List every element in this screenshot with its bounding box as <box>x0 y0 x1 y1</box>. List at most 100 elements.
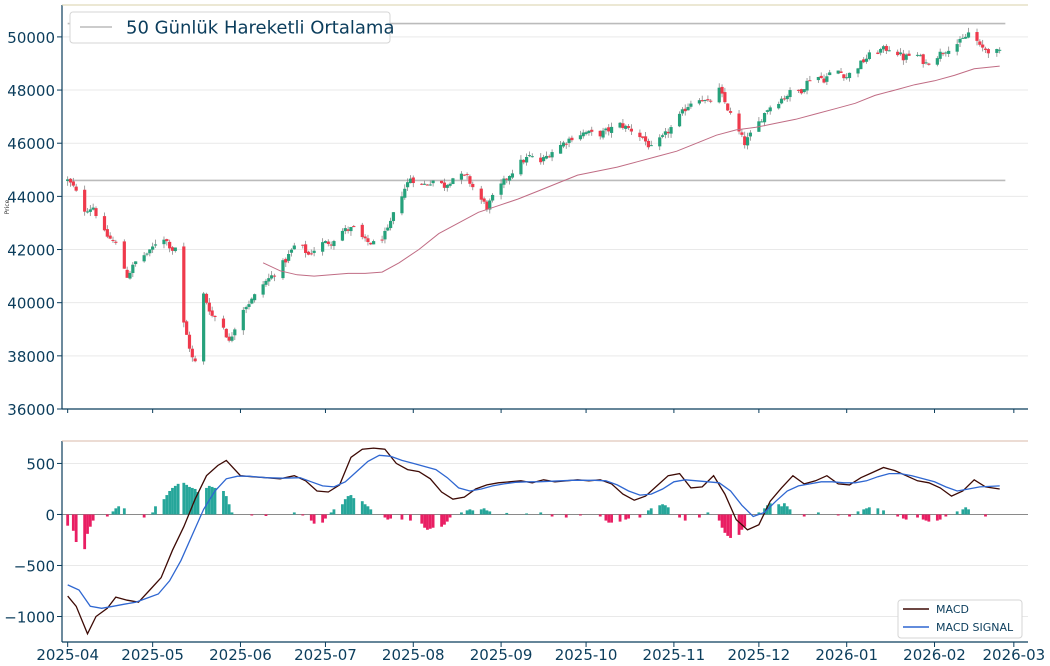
candle-up <box>584 132 588 135</box>
candle-up <box>802 89 806 93</box>
candle-down <box>720 86 724 94</box>
histogram-bar-positive <box>465 510 469 515</box>
histogram-bar-negative <box>638 514 642 518</box>
candle-up <box>686 107 690 111</box>
candle-down <box>941 53 945 55</box>
candle-down <box>641 136 645 138</box>
histogram-bar-positive <box>882 510 885 515</box>
candle-up <box>499 183 503 195</box>
histogram-bar-positive <box>343 499 347 515</box>
macd-legend: MACD MACD SIGNAL <box>897 599 1023 639</box>
histogram-bar-negative <box>423 514 427 528</box>
candle-down <box>862 59 866 63</box>
candle-up <box>349 227 353 232</box>
candle-down <box>468 176 472 184</box>
candle-up <box>561 142 566 147</box>
legend-macd-label: MACD <box>936 603 969 616</box>
candle-up <box>924 62 928 64</box>
candle-down <box>700 100 704 102</box>
candle-down <box>485 201 489 210</box>
candle-up <box>867 52 871 60</box>
candle-down <box>360 224 364 238</box>
candle-up <box>323 241 328 244</box>
candle-down <box>471 183 475 188</box>
histogram-bar-negative <box>938 514 942 520</box>
histogram-bar-positive <box>964 507 968 515</box>
candle-up <box>541 157 546 162</box>
histogram-bar-negative <box>984 514 987 517</box>
candle-down <box>983 48 988 50</box>
candle-up <box>91 207 95 210</box>
candle-up <box>587 130 591 134</box>
histogram-bar-positive <box>122 508 126 515</box>
histogram-bar-negative <box>618 514 622 522</box>
x-tick-label: 2026-02 <box>903 646 966 664</box>
candle-up <box>955 44 959 52</box>
candle-up <box>828 72 832 76</box>
price-y-tick-label: 48000 <box>7 82 55 100</box>
candle-down <box>304 244 308 253</box>
candle-up <box>995 49 999 53</box>
histogram-bar-positive <box>332 509 336 515</box>
candle-down <box>706 99 710 101</box>
candle-down <box>68 178 73 183</box>
candle-down <box>740 132 744 135</box>
histogram-bar-negative <box>729 514 732 538</box>
candle-down <box>683 108 687 112</box>
histogram-bar-positive <box>329 512 333 515</box>
histogram-bar-negative <box>927 514 931 522</box>
histogram-bar-positive <box>363 504 367 515</box>
candle-down <box>921 54 925 65</box>
candle-up <box>544 155 549 159</box>
candle-down <box>626 126 631 128</box>
histogram-bar-positive <box>876 508 880 515</box>
price-y-tick-label: 50000 <box>7 29 55 47</box>
histogram-bar-positive <box>173 485 177 515</box>
candle-up <box>241 309 245 331</box>
candle-up <box>609 126 614 133</box>
histogram-bar-negative <box>901 514 905 519</box>
candle-down <box>272 275 277 277</box>
histogram-bar-negative <box>935 514 939 521</box>
candle-up <box>624 125 628 129</box>
candle-down <box>182 246 186 323</box>
histogram-bar-negative <box>426 514 429 530</box>
candle-down <box>284 258 288 263</box>
candle-up <box>386 227 390 231</box>
histogram-bar-negative <box>386 514 390 520</box>
histogram-bar-negative <box>66 514 70 526</box>
candle-up <box>717 87 721 103</box>
candle-down <box>479 188 483 200</box>
histogram-bar-negative <box>610 514 613 523</box>
candle-up <box>527 155 532 157</box>
histogram-bar-negative <box>321 514 325 523</box>
candle-up <box>550 152 554 158</box>
histogram-bar-negative <box>683 514 687 521</box>
histogram-bar-negative <box>802 514 806 517</box>
candle-down <box>737 113 741 132</box>
candle-up <box>601 130 605 138</box>
histogram-bar-positive <box>196 492 200 515</box>
candle-up <box>958 38 962 43</box>
candle-up <box>289 249 294 253</box>
candle-down <box>114 241 118 243</box>
candle-up <box>918 55 922 57</box>
candle-up <box>134 261 138 265</box>
candle-down <box>842 74 846 79</box>
histogram-bar-positive <box>349 495 353 515</box>
candle-up <box>961 37 965 39</box>
histogram-bar-positive <box>782 503 786 515</box>
candle-up <box>488 200 492 210</box>
candle-down <box>505 178 509 180</box>
candle-up <box>785 95 789 100</box>
histogram-bar-positive <box>188 486 191 515</box>
candle-down <box>71 181 75 186</box>
candle-up <box>677 113 682 127</box>
price-legend: 50 Günlük Hareketli Ortalama <box>69 11 394 44</box>
candle-down <box>108 235 112 239</box>
candle-up <box>524 156 529 163</box>
histogram-bar-negative <box>88 514 92 527</box>
histogram-bar-negative <box>309 514 313 521</box>
histogram-bar-positive <box>862 509 866 515</box>
